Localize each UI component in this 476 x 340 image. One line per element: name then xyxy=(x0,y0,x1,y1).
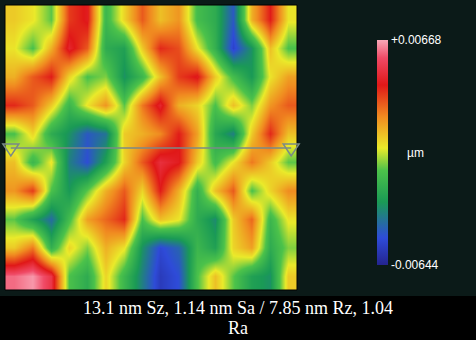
svg-text:+0.00668: +0.00668 xyxy=(391,33,442,47)
html-text:13.1 nm Sz, 1.14 nm Sa / 7.85: 13.1 nm Sz, 1.14 nm Sa / 7.85 nm Rz, 1.0… xyxy=(83,298,393,318)
svg-text:µm: µm xyxy=(407,146,424,160)
html-text:Ra: Ra xyxy=(228,318,248,338)
svg-text:-0.00644: -0.00644 xyxy=(391,258,439,272)
